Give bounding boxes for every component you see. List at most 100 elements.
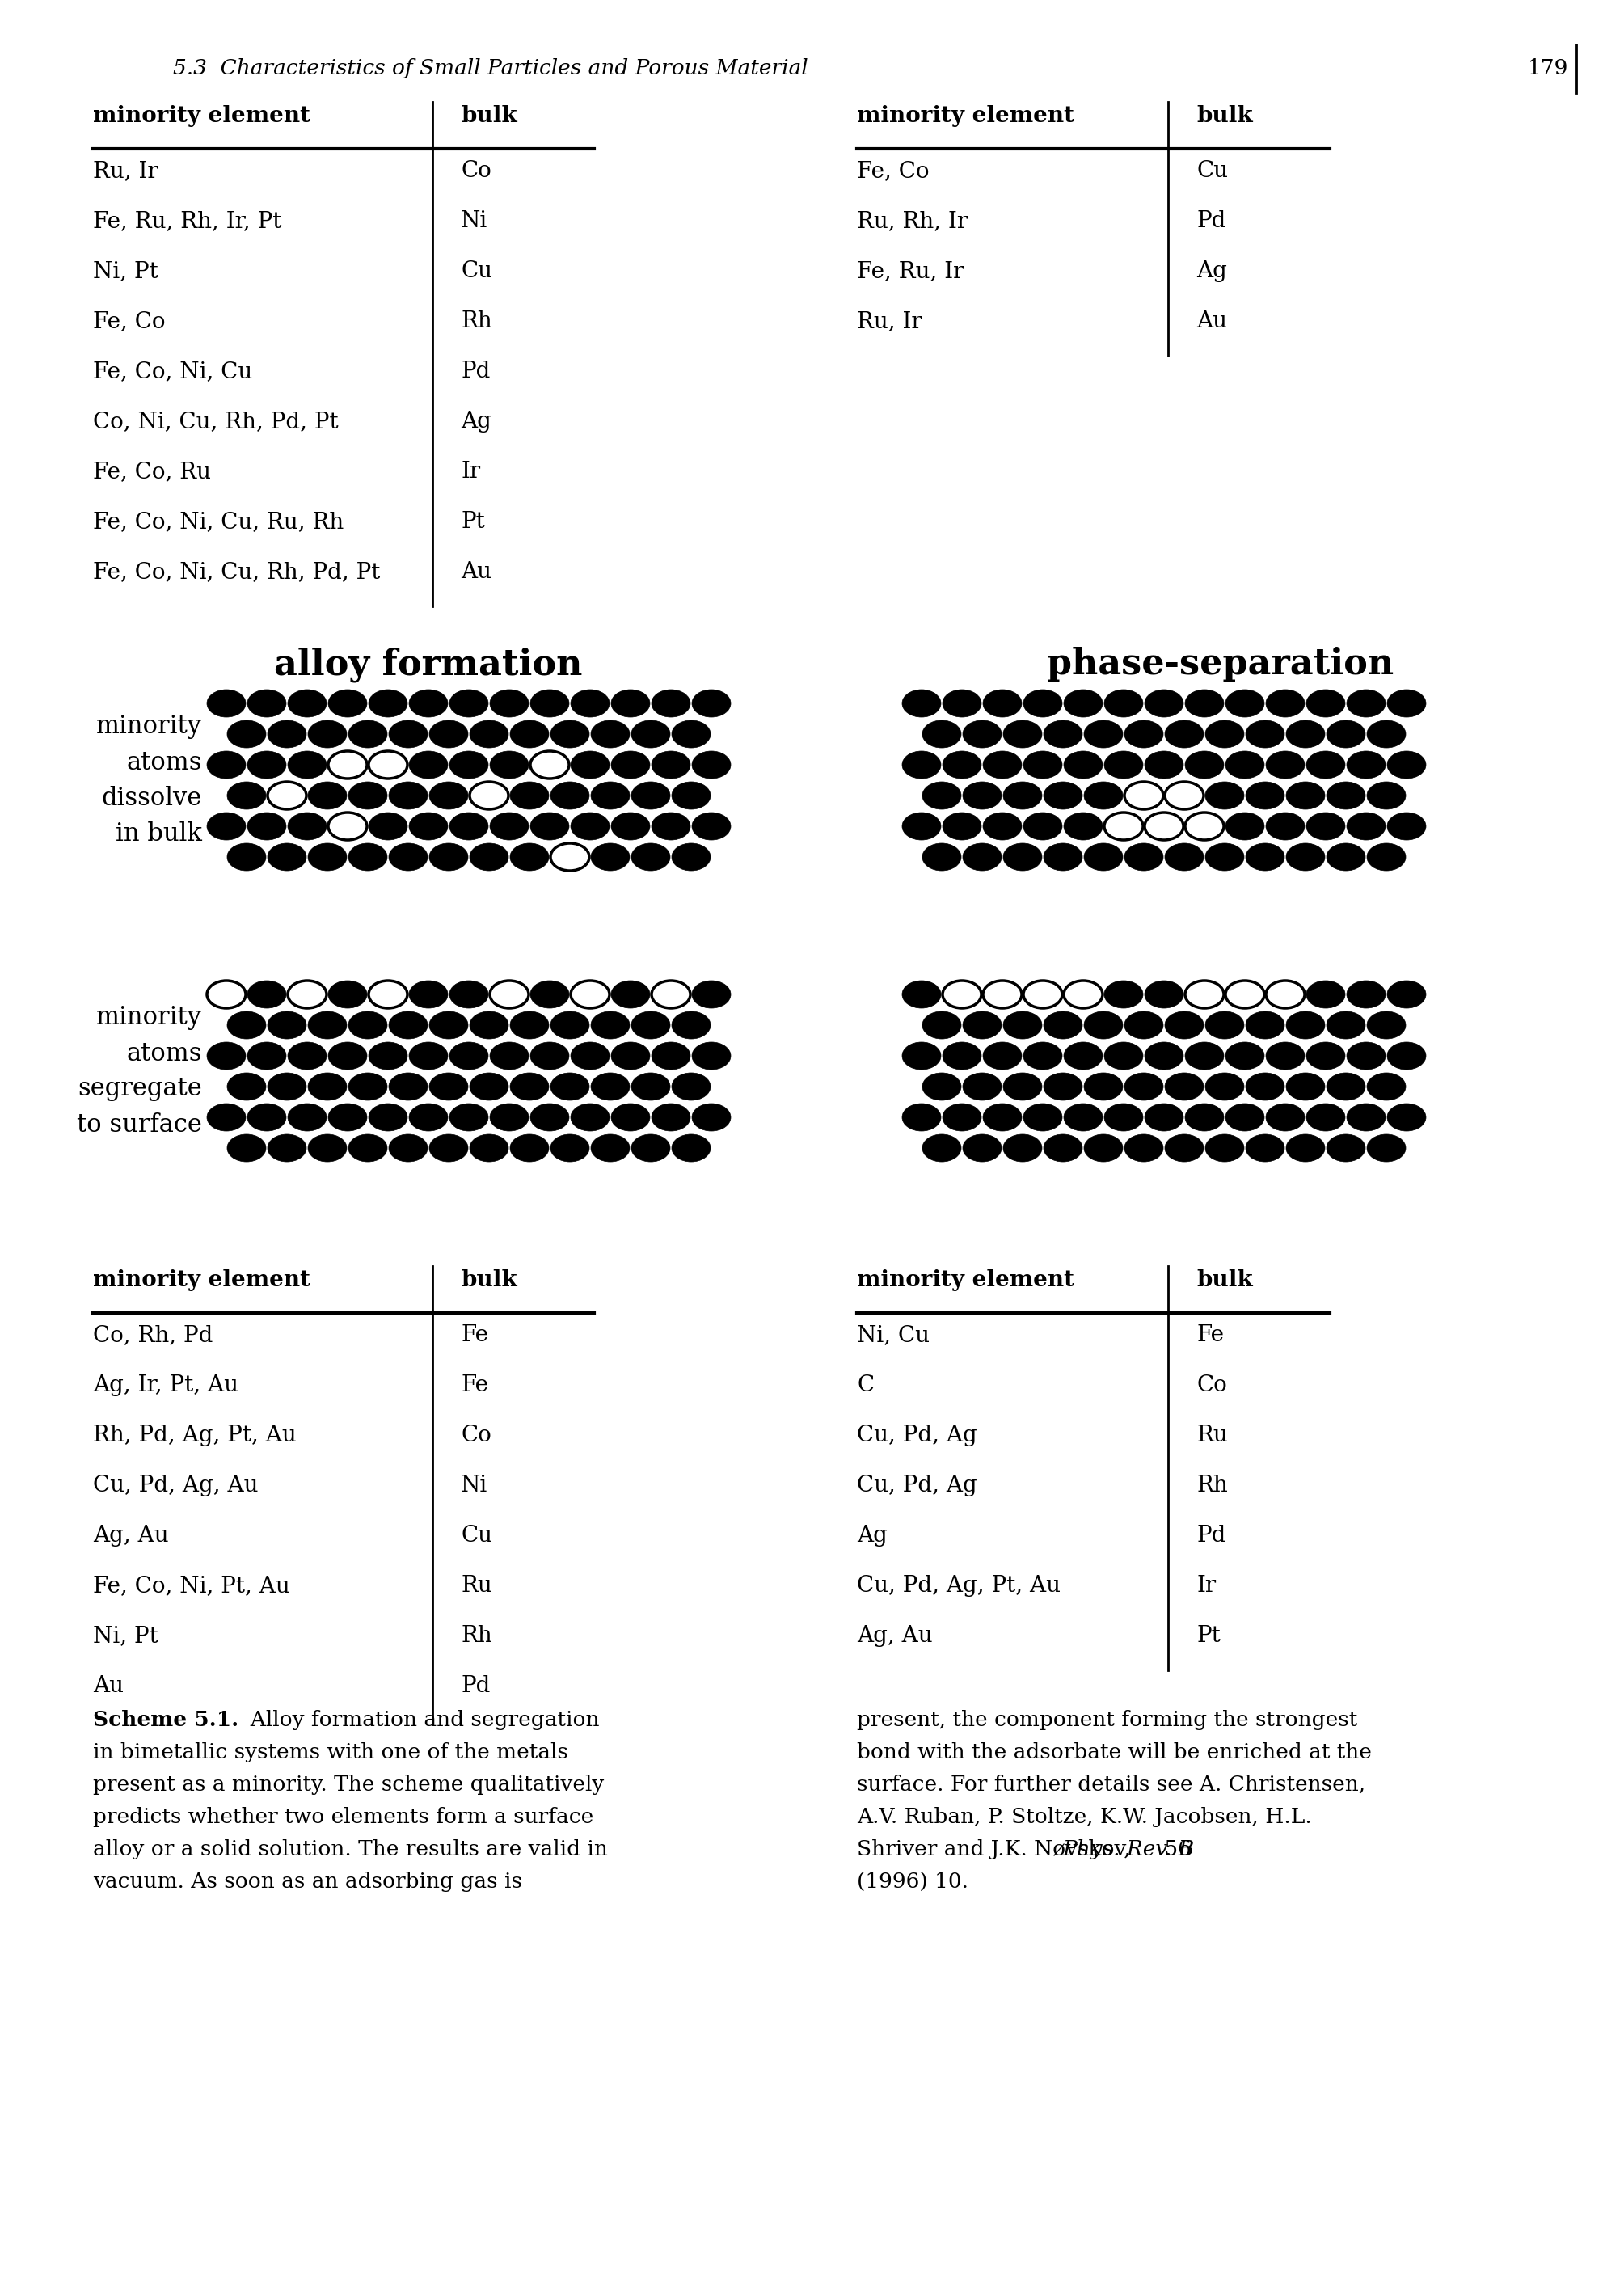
Ellipse shape [1186,981,1224,1008]
Ellipse shape [551,720,590,747]
Ellipse shape [369,1102,408,1130]
Ellipse shape [1124,1135,1163,1162]
Ellipse shape [1104,981,1143,1008]
Ellipse shape [1265,811,1304,839]
Ellipse shape [1186,811,1224,839]
Ellipse shape [388,1135,427,1162]
Ellipse shape [469,1073,508,1100]
Ellipse shape [1004,1073,1043,1100]
Ellipse shape [1064,752,1103,779]
Ellipse shape [328,752,367,779]
Ellipse shape [1346,752,1385,779]
Ellipse shape [531,690,568,717]
Ellipse shape [510,1011,549,1038]
Ellipse shape [1346,1043,1385,1070]
Ellipse shape [903,811,940,839]
Ellipse shape [922,720,961,747]
Ellipse shape [227,720,266,747]
Text: bulk: bulk [1197,1270,1252,1290]
Ellipse shape [1246,1011,1285,1038]
Text: Co, Rh, Pd: Co, Rh, Pd [93,1325,213,1345]
Ellipse shape [1327,843,1366,871]
Ellipse shape [672,843,711,871]
Text: Ag: Ag [461,410,492,433]
Text: atoms: atoms [127,1041,201,1066]
Ellipse shape [1205,843,1244,871]
Ellipse shape [1286,843,1325,871]
Ellipse shape [1327,1135,1366,1162]
Ellipse shape [1004,1011,1043,1038]
Ellipse shape [287,811,326,839]
Ellipse shape [1044,1135,1083,1162]
Ellipse shape [903,690,940,717]
Ellipse shape [1164,1011,1203,1038]
Ellipse shape [309,782,348,809]
Ellipse shape [510,1135,549,1162]
Ellipse shape [268,1135,307,1162]
Ellipse shape [1044,843,1083,871]
Ellipse shape [388,1073,427,1100]
Ellipse shape [268,1011,307,1038]
Ellipse shape [651,981,690,1008]
Ellipse shape [1023,811,1062,839]
Ellipse shape [450,1043,489,1070]
Ellipse shape [632,720,671,747]
Text: A.V. Ruban, P. Stoltze, K.W. Jacobsen, H.L.: A.V. Ruban, P. Stoltze, K.W. Jacobsen, H… [857,1806,1312,1827]
Text: Ag: Ag [857,1524,887,1547]
Text: Co, Ni, Cu, Rh, Pd, Pt: Co, Ni, Cu, Rh, Pd, Pt [93,410,338,433]
Ellipse shape [1004,843,1043,871]
Ellipse shape [1367,1073,1406,1100]
Text: Fe, Co: Fe, Co [857,160,929,181]
Ellipse shape [531,981,568,1008]
Ellipse shape [1064,811,1103,839]
Ellipse shape [409,811,448,839]
Ellipse shape [1246,782,1285,809]
Text: Cu, Pd, Ag: Cu, Pd, Ag [857,1426,978,1446]
Ellipse shape [328,811,367,839]
Ellipse shape [1145,690,1184,717]
Text: Cu: Cu [461,261,492,282]
Ellipse shape [1226,981,1263,1008]
Text: bulk: bulk [461,105,516,126]
Ellipse shape [1265,690,1304,717]
Ellipse shape [510,782,549,809]
Ellipse shape [510,843,549,871]
Ellipse shape [328,981,367,1008]
Ellipse shape [1145,1102,1184,1130]
Text: Fe: Fe [1197,1325,1224,1345]
Ellipse shape [429,720,468,747]
Ellipse shape [1265,1043,1304,1070]
Ellipse shape [1346,690,1385,717]
Ellipse shape [349,782,387,809]
Ellipse shape [1226,1102,1263,1130]
Text: Ru: Ru [1197,1426,1228,1446]
Ellipse shape [227,1011,266,1038]
Ellipse shape [1246,720,1285,747]
Text: present as a minority. The scheme qualitatively: present as a minority. The scheme qualit… [93,1774,604,1795]
Text: Ni, Pt: Ni, Pt [93,1625,158,1648]
Text: (1996) 10.: (1996) 10. [857,1873,968,1891]
Ellipse shape [1306,981,1345,1008]
Text: vacuum. As soon as an adsorbing gas is: vacuum. As soon as an adsorbing gas is [93,1873,523,1891]
Text: Au: Au [461,562,492,582]
Ellipse shape [309,843,348,871]
Ellipse shape [692,811,731,839]
Ellipse shape [651,1102,690,1130]
Ellipse shape [692,981,731,1008]
Ellipse shape [268,1073,307,1100]
Ellipse shape [1004,782,1043,809]
Text: Cu: Cu [1197,160,1228,181]
Ellipse shape [963,782,1002,809]
Ellipse shape [1044,720,1083,747]
Ellipse shape [287,1043,326,1070]
Text: Pt: Pt [1197,1625,1220,1648]
Ellipse shape [287,690,326,717]
Ellipse shape [247,690,286,717]
Text: Cu, Pd, Ag, Pt, Au: Cu, Pd, Ag, Pt, Au [857,1575,1060,1598]
Ellipse shape [287,981,326,1008]
Ellipse shape [1246,1073,1285,1100]
Text: Ni, Pt: Ni, Pt [93,261,158,282]
Ellipse shape [1023,1102,1062,1130]
Ellipse shape [1186,1043,1224,1070]
Ellipse shape [268,782,307,809]
